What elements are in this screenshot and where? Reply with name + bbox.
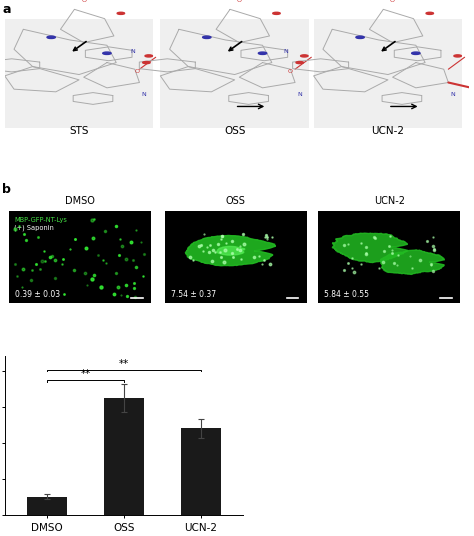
Circle shape <box>143 62 150 64</box>
Text: OSS: OSS <box>226 196 246 206</box>
Circle shape <box>296 62 303 64</box>
Bar <box>181 428 221 515</box>
Text: **: ** <box>80 369 91 379</box>
Text: b: b <box>2 183 11 196</box>
Bar <box>5 19 154 128</box>
Circle shape <box>258 52 267 55</box>
Polygon shape <box>185 235 275 266</box>
Polygon shape <box>332 233 408 263</box>
Text: O: O <box>237 0 242 3</box>
Bar <box>160 19 309 128</box>
Text: UCN-2: UCN-2 <box>374 196 405 206</box>
Circle shape <box>365 0 373 1</box>
Circle shape <box>356 36 365 39</box>
Text: UCN-2: UCN-2 <box>372 126 404 136</box>
Text: **: ** <box>118 359 129 369</box>
Text: O: O <box>288 69 293 75</box>
Text: MBP-GFP-NT-Lys: MBP-GFP-NT-Lys <box>14 218 67 224</box>
Circle shape <box>301 55 308 57</box>
Circle shape <box>273 12 280 14</box>
Circle shape <box>117 12 125 14</box>
Text: O: O <box>135 69 140 75</box>
Text: STS: STS <box>69 126 89 136</box>
Polygon shape <box>217 247 245 255</box>
Bar <box>165 211 307 303</box>
Bar <box>104 398 144 515</box>
Text: N: N <box>142 92 146 97</box>
Text: N: N <box>297 92 302 97</box>
Text: DMSO: DMSO <box>65 196 95 206</box>
Bar <box>9 211 151 303</box>
Circle shape <box>212 0 220 1</box>
Text: 5.84 ± 0.55: 5.84 ± 0.55 <box>324 289 369 299</box>
Circle shape <box>426 12 434 14</box>
Bar <box>314 19 462 128</box>
Circle shape <box>103 52 111 55</box>
Bar <box>319 211 460 303</box>
Polygon shape <box>381 250 445 274</box>
Text: 7.54 ± 0.37: 7.54 ± 0.37 <box>171 289 216 299</box>
Circle shape <box>202 36 211 39</box>
Circle shape <box>57 0 64 1</box>
Circle shape <box>411 52 420 55</box>
Text: OSS: OSS <box>224 126 246 136</box>
Bar <box>27 496 67 515</box>
Text: a: a <box>2 3 11 16</box>
Circle shape <box>47 36 55 39</box>
Circle shape <box>145 55 153 57</box>
Text: N: N <box>451 92 456 97</box>
Text: 0.39 ± 0.03: 0.39 ± 0.03 <box>15 289 60 299</box>
Text: N: N <box>130 49 135 55</box>
Circle shape <box>454 55 461 57</box>
Text: O: O <box>81 0 86 3</box>
Text: O: O <box>390 0 395 3</box>
Text: N: N <box>283 49 288 55</box>
Text: (+) Saponin: (+) Saponin <box>14 225 54 231</box>
